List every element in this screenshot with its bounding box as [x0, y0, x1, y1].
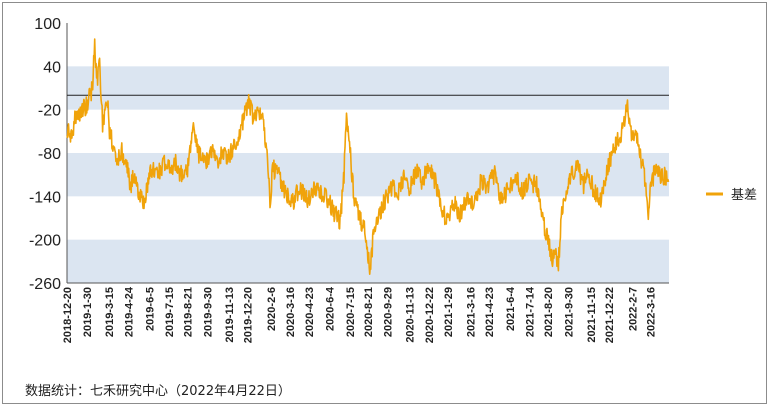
y-tick-label: 100	[34, 16, 61, 33]
x-tick-label: 2019-8-21	[182, 287, 194, 337]
band-0	[67, 66, 669, 110]
y-tick-label: -80	[38, 146, 61, 163]
x-tick-label: 2020-4-23	[304, 287, 316, 337]
x-tick-label: 2021-9-30	[563, 287, 575, 337]
x-tick-label: 2020-11-13	[405, 287, 417, 343]
x-axis: 2018-12-20 2019-1-30 2019-3-15 2019-4-24 201…	[62, 282, 669, 343]
y-axis: 100 40 -20 -80 -140 -200 -260	[29, 16, 68, 293]
x-tick-label: 2022-2-7	[627, 287, 639, 331]
x-tick-label: 2020-3-16	[285, 287, 297, 337]
chart-frame: 100 40 -20 -80 -140 -200 -260 2018-12-20 2019-1…	[2, 2, 767, 404]
y-tick-label: -200	[29, 233, 61, 250]
legend-label: 基差	[731, 188, 757, 203]
x-tick-label: 2019-9-30	[202, 287, 214, 337]
x-tick-label: 2021-12-22	[604, 287, 616, 343]
series-line-0	[66, 38, 670, 276]
band-1	[67, 153, 669, 197]
x-tick-label: 2018-12-20	[62, 287, 74, 343]
series-group	[66, 38, 670, 276]
x-tick-label: 2019-7-15	[164, 287, 176, 337]
x-tick-label: 2021-4-23	[484, 287, 496, 337]
x-tick-label: 2021-6-4	[505, 286, 517, 331]
y-tick-label: -20	[38, 103, 61, 120]
legend: 基差	[706, 188, 757, 203]
x-tick-label: 2020-7-15	[345, 287, 357, 337]
x-tick-label: 2021-3-16	[465, 287, 477, 337]
x-tick-label: 2021-11-15	[586, 287, 598, 343]
x-tick-label: 2020-2-6	[266, 287, 278, 331]
x-tick-label: 2019-1-30	[82, 287, 94, 337]
x-tick-label: 2020-8-21	[363, 287, 375, 337]
line-chart: 100 40 -20 -80 -140 -200 -260 2018-12-20 2019-1…	[29, 16, 757, 343]
x-tick-label: 2022-3-16	[646, 287, 658, 337]
x-tick-label: 2021-8-20	[543, 287, 555, 337]
y-tick-label: -260	[29, 276, 61, 293]
background-bands	[67, 66, 669, 283]
x-tick-label: 2019-6-5	[144, 287, 156, 331]
y-tick-label: 40	[43, 59, 61, 76]
x-tick-label: 2021-7-14	[525, 286, 537, 337]
x-tick-label: 2019-3-15	[104, 287, 116, 337]
x-tick-label: 2020-9-29	[383, 287, 395, 337]
source-note: 数据统计：七禾研究中心（2022年4月22日）	[25, 384, 291, 399]
y-tick-label: -140	[29, 189, 61, 206]
x-tick-label: 2021-1-29	[443, 287, 455, 337]
x-tick-label: 2019-12-20	[242, 287, 254, 343]
x-tick-label: 2019-4-24	[124, 286, 136, 337]
x-tick-label: 2019-11-13	[224, 287, 236, 343]
x-tick-label: 2020-6-4	[325, 286, 337, 331]
x-tick-label: 2020-12-22	[424, 287, 436, 343]
